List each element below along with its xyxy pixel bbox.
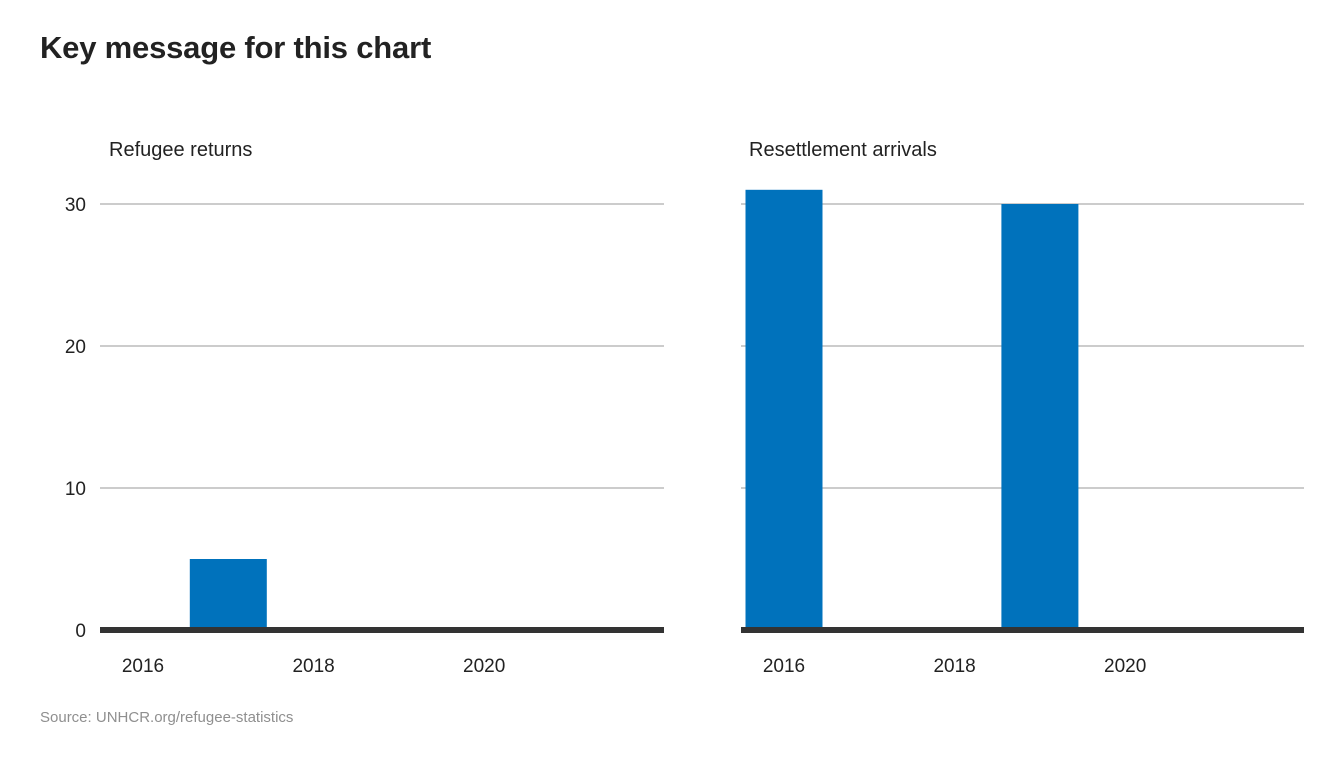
chart-title: Key message for this chart [40,30,432,65]
y-tick-label: 10 [65,479,86,500]
y-tick-label: 30 [65,195,86,216]
bar-refugee-returns-2017 [189,559,267,630]
source-note: Source: UNHCR.org/refugee-statistics [40,709,294,726]
y-tick-label: 0 [75,621,86,642]
x-tick-label: 2018 [292,656,334,677]
y-tick-label: 20 [65,337,86,358]
panel-title-refugee-returns: Refugee returns [109,139,253,161]
x-tick-label: 2020 [1104,656,1146,677]
bar-resettlement-arrivals-2016 [745,189,823,631]
x-tick-label: 2016 [122,656,164,677]
panel-title-resettlement-arrivals: Resettlement arrivals [749,139,937,161]
x-tick-label: 2018 [933,656,975,677]
x-tick-label: 2016 [763,656,805,677]
x-tick-label: 2020 [463,656,505,677]
bar-resettlement-arrivals-2019 [1001,204,1079,630]
